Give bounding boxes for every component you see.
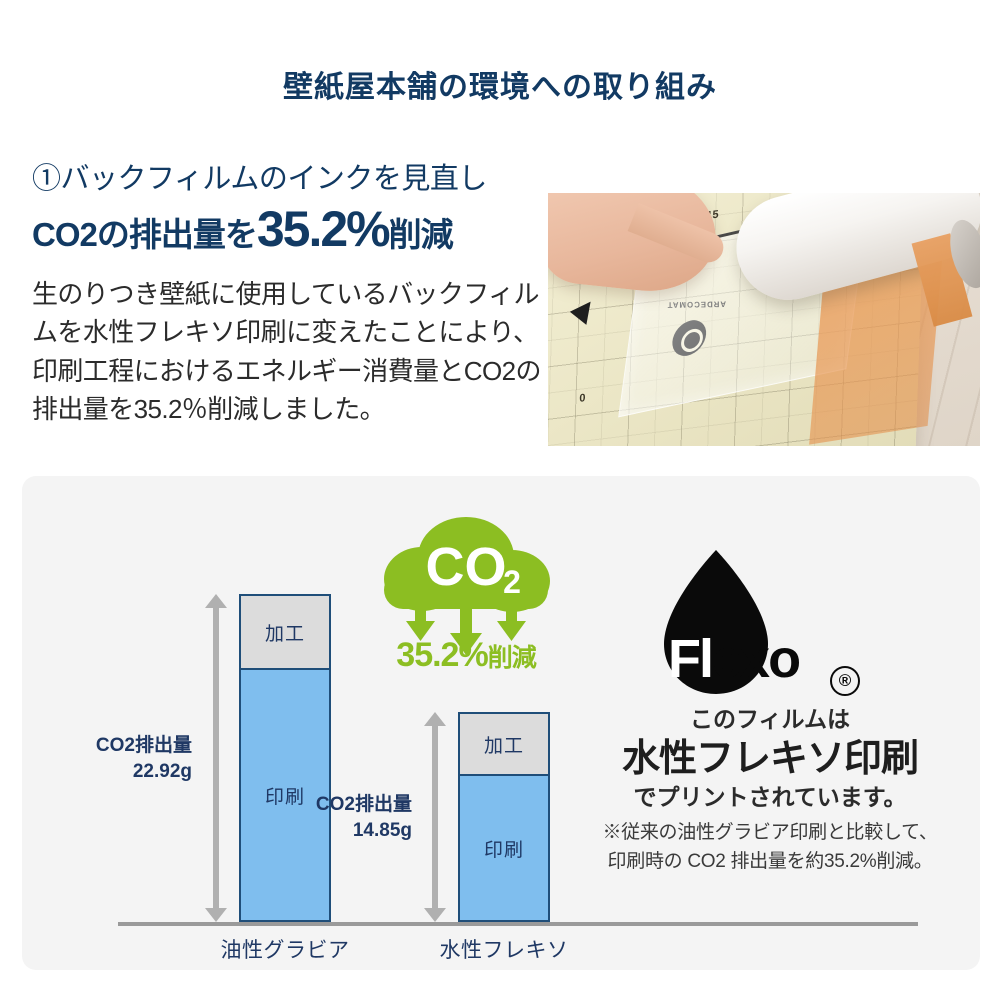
photo-scale-0: 0 <box>579 392 586 405</box>
flexo-caption-line1: このフィルムは <box>689 706 851 732</box>
bar-water-flexo: 加工 印刷 <box>458 712 550 922</box>
body-paragraph: 生のりつき壁紙に使用しているバックフィルムを水性フレキソ印刷に変えたことにより、… <box>32 279 541 425</box>
headline-suffix: 削減 <box>388 216 454 253</box>
registered-trademark-icon: ® <box>830 666 860 696</box>
bar1-measure-name: CO2排出量 <box>95 735 192 756</box>
chart-baseline <box>118 922 918 926</box>
svg-text:2: 2 <box>503 564 521 600</box>
bar1-category-label: 油性グラビア <box>220 939 350 962</box>
bar1-value-label: CO2排出量 22.92g <box>12 733 192 784</box>
bar1-measure-arrow <box>205 594 227 922</box>
flexo-footnote-line2: 印刷時の CO2 排出量を約35.2%削減。 <box>607 851 933 873</box>
section-lead: ①バックフィルムのインクを見直し <box>32 163 487 195</box>
flexo-droplet-logo: Fl exo ® <box>650 548 880 698</box>
flexo-footnote: ※従来の油性グラビア印刷と比較して、 印刷時の CO2 排出量を約35.2%削減… <box>580 818 960 877</box>
flexo-caption-headline: 水性フレキソ印刷 <box>621 738 919 780</box>
bar2-value-label: CO2排出量 14.85g <box>232 792 412 843</box>
arrow-head-down-icon <box>205 908 227 922</box>
arrow-shaft <box>213 604 219 912</box>
bar2-segment-kako: 加工 <box>460 714 548 776</box>
co2-reduction-label: 35.2%削減 <box>366 636 566 675</box>
bar2-measure-arrow <box>424 712 446 922</box>
co2-reduction-suffix: 削減 <box>487 644 537 672</box>
arrow-head-up-icon <box>424 712 446 726</box>
bar2-segment-print: 印刷 <box>460 776 548 920</box>
bar1-total-value: 22.92g <box>132 760 192 782</box>
bar-oil-gravure: 加工 印刷 <box>239 594 331 922</box>
flexo-footnote-line1: ※従来の油性グラビア印刷と比較して、 <box>602 822 938 843</box>
headline: CO2の排出量を 35.2% 削減 <box>32 201 562 257</box>
headline-prefix: CO2の排出量を <box>32 216 258 253</box>
svg-text:exo: exo <box>712 629 799 689</box>
arrow-head-up-icon <box>205 594 227 608</box>
backfilm-photo: ARDECOMAT 0 10 15 <box>548 193 980 446</box>
bar2-total-value: 14.85g <box>352 819 412 841</box>
flexo-droplet-svg: Fl exo <box>664 550 801 694</box>
bar1-segment-kako: 加工 <box>241 596 329 670</box>
page-title: 壁紙屋本舗の環境への取り組み <box>283 71 717 104</box>
co2-cloud-svg: CO 2 <box>384 517 550 655</box>
arrow-shaft <box>432 722 438 912</box>
arrow-head-down-icon <box>424 908 446 922</box>
svg-text:CO: CO <box>426 537 507 597</box>
co2-reduction-value: 35.2% <box>396 636 488 674</box>
svg-text:Fl: Fl <box>668 629 712 689</box>
headline-value: 35.2% <box>256 201 391 257</box>
flexo-caption-line3: でプリントされています。 <box>633 784 907 810</box>
bar2-category-label: 水性フレキソ <box>439 939 569 962</box>
bar1-segment-print: 印刷 <box>241 670 329 920</box>
co2-cloud-icon: CO 2 <box>366 505 566 685</box>
bar2-measure-name: CO2排出量 <box>315 794 412 815</box>
co2-bar-chart: 加工 印刷 CO2排出量 22.92g 油性グラビア 加工 印刷 CO2排出量 … <box>96 560 918 962</box>
